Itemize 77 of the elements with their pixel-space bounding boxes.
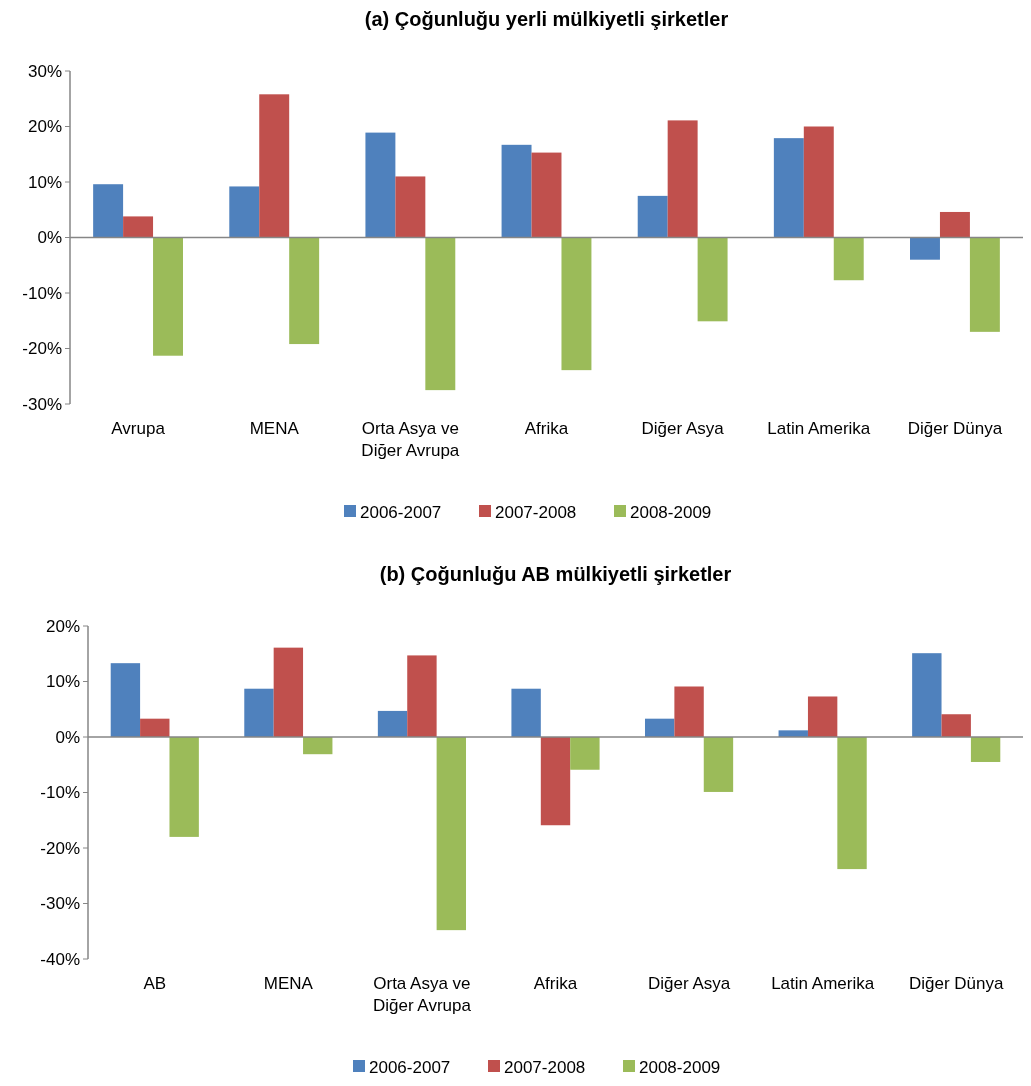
chart-title: (b) Çoğunluğu AB mülkiyetli şirketler (379, 563, 732, 585)
bar (540, 737, 571, 826)
legend-label: 2007-2008 (495, 502, 577, 522)
bar (289, 237, 320, 345)
bar (667, 120, 698, 238)
bar (436, 737, 467, 931)
bar (939, 211, 970, 238)
x-tick-label: Diğer Asya (647, 974, 731, 993)
bar (123, 216, 154, 238)
bar (140, 718, 170, 737)
legend-label: 2007-2008 (504, 1057, 586, 1077)
bar (531, 152, 562, 238)
bar (561, 237, 592, 371)
y-tick-label: 20% (27, 117, 62, 137)
y-tick-label: 0% (37, 228, 62, 248)
x-tick-label: Orta Asya ve Diğer Avrupa (372, 974, 472, 1015)
bar (807, 696, 838, 737)
bar (837, 737, 867, 870)
y-tick-label: -20% (22, 339, 62, 359)
bar (910, 237, 940, 260)
bar (970, 737, 1001, 762)
y-tick-label: -40% (40, 949, 80, 969)
bar (803, 126, 834, 238)
bar (941, 714, 971, 737)
x-tick-label: Diğer Asya (641, 419, 725, 438)
bar (259, 94, 290, 238)
x-tick-label: MENA (249, 419, 300, 438)
bar (93, 184, 124, 238)
y-tick-label: -10% (22, 283, 62, 303)
bar (110, 663, 141, 737)
bar (303, 737, 333, 755)
bar (395, 176, 426, 238)
bar (511, 688, 541, 737)
x-tick-label: AB (143, 974, 167, 993)
chart-title: (a) Çoğunluğu yerli mülkiyetli şirketler (364, 8, 729, 30)
y-tick-label: 30% (27, 61, 62, 81)
x-tick-label: Afrika (533, 974, 578, 993)
y-tick-label: -20% (40, 838, 80, 858)
x-tick-label: Diğer Dünya (907, 419, 1003, 438)
x-tick-label: Avrupa (111, 419, 166, 438)
y-tick-label: -30% (22, 394, 62, 414)
x-tick-label: Afrika (524, 419, 569, 438)
x-tick-label: Latin Amerika (767, 419, 871, 438)
y-tick-label: 10% (27, 172, 62, 192)
x-tick-label: Latin Amerika (771, 974, 875, 993)
bar (407, 655, 437, 737)
x-tick-label: MENA (263, 974, 314, 993)
bar (912, 653, 942, 737)
y-tick-label: 0% (55, 727, 80, 747)
bar (697, 237, 728, 322)
x-tick-label: Orta Asya ve Diğer Avrupa (361, 419, 460, 460)
legend-label: 2008-2009 (630, 502, 712, 522)
bar (169, 737, 199, 837)
bar (833, 237, 864, 281)
bar (153, 237, 183, 356)
y-tick-label: 10% (45, 672, 80, 692)
bar (425, 237, 456, 391)
legend-label: 2006-2007 (360, 502, 442, 522)
bar (377, 710, 408, 737)
y-tick-label: 20% (45, 616, 80, 636)
bar (773, 138, 804, 238)
bar (570, 737, 600, 770)
bar (644, 718, 675, 737)
bar (703, 737, 734, 792)
x-tick-label: Diğer Dünya (908, 974, 1004, 993)
bar (501, 144, 532, 238)
bar (229, 186, 260, 238)
legend-label: 2008-2009 (639, 1057, 721, 1077)
bar (244, 688, 274, 737)
bar (637, 195, 668, 238)
legend-label: 2006-2007 (369, 1057, 451, 1077)
bar (674, 686, 704, 737)
y-tick-label: -10% (40, 783, 80, 803)
y-tick-label: -30% (40, 894, 80, 914)
bar (969, 237, 1000, 332)
bar (365, 132, 396, 238)
bar (273, 647, 304, 737)
